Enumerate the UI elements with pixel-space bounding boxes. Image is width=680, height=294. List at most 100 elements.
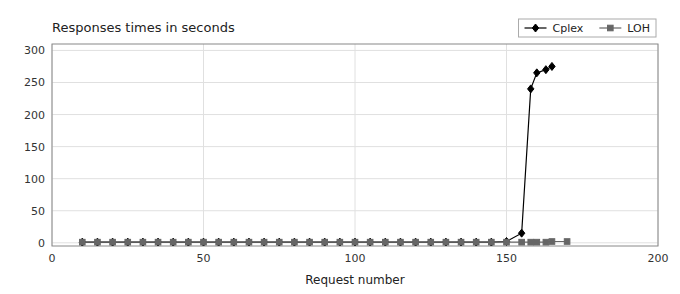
point	[261, 239, 267, 245]
point	[528, 85, 534, 93]
grid	[52, 44, 658, 246]
point	[382, 238, 388, 246]
point	[261, 238, 267, 246]
point	[473, 239, 479, 245]
point	[322, 238, 328, 246]
point	[200, 238, 206, 246]
y-grid-line	[52, 114, 658, 115]
point	[428, 239, 434, 245]
point	[155, 239, 161, 245]
point	[155, 238, 161, 246]
point	[504, 239, 510, 245]
point	[94, 238, 100, 246]
point	[383, 239, 389, 245]
point	[79, 238, 85, 246]
point	[528, 239, 534, 245]
point	[276, 239, 282, 245]
legend-marker	[608, 25, 614, 31]
x-tick-label: 0	[49, 252, 56, 265]
y-tick-label: 100	[24, 173, 45, 186]
x-grid-line	[355, 44, 356, 246]
point	[458, 238, 464, 246]
chart: 0 50 100 150 200 0 50 100 150 200 250 300 Responses …	[0, 0, 680, 294]
plot-frame	[52, 44, 658, 246]
plot-area	[52, 44, 658, 246]
x-axis-label: Request number	[305, 273, 404, 287]
point	[398, 239, 404, 245]
point	[564, 239, 570, 245]
y-grid-line	[52, 50, 658, 51]
x-tick-label: 200	[648, 252, 669, 265]
y-tick-label: 0	[38, 237, 45, 250]
point	[352, 239, 358, 245]
point	[549, 62, 555, 70]
y-grid-line	[52, 146, 658, 147]
point	[473, 238, 479, 246]
point	[428, 238, 434, 246]
point	[246, 238, 252, 246]
x-tick-label: 100	[345, 252, 366, 265]
x-grid-line	[506, 44, 507, 246]
point	[543, 239, 549, 245]
series-line	[82, 66, 552, 242]
y-tick-label: 150	[24, 141, 45, 154]
point	[140, 239, 146, 245]
point	[231, 239, 237, 245]
point	[276, 238, 282, 246]
legend-item: LOH	[599, 22, 650, 35]
legend-item: Cplex	[525, 22, 584, 35]
x-tick-label: 50	[197, 252, 211, 265]
title: Responses times in seconds	[52, 20, 235, 35]
point	[413, 239, 419, 245]
x-tick-label: 150	[496, 252, 517, 265]
y-tick-label: 200	[24, 109, 45, 122]
legend-marker	[532, 24, 538, 32]
point	[549, 239, 555, 245]
point	[246, 239, 252, 245]
point	[337, 239, 343, 245]
y-tick-label: 50	[31, 205, 45, 218]
point	[488, 238, 494, 246]
y-grid-line	[52, 82, 658, 83]
legend-label: LOH	[627, 22, 650, 35]
point	[201, 239, 207, 245]
point	[231, 238, 237, 246]
point	[125, 238, 131, 246]
point	[125, 239, 131, 245]
point	[489, 239, 495, 245]
y-grid-line	[52, 210, 658, 211]
point	[443, 239, 449, 245]
point	[367, 239, 373, 245]
point	[534, 239, 540, 245]
y-grid-line	[52, 178, 658, 179]
point	[109, 238, 115, 246]
y-tick-label: 300	[24, 44, 45, 57]
point	[397, 238, 403, 246]
point	[352, 238, 358, 246]
legend-label: Cplex	[553, 22, 584, 35]
point	[216, 239, 222, 245]
point	[95, 239, 101, 245]
point	[215, 238, 221, 246]
point	[170, 239, 176, 245]
point	[170, 238, 176, 246]
point	[306, 238, 312, 246]
point	[110, 239, 116, 245]
point	[291, 238, 297, 246]
legend: Cplex LOH	[519, 19, 656, 37]
point	[80, 239, 86, 245]
point	[443, 238, 449, 246]
point	[292, 239, 298, 245]
x-grid-line	[203, 44, 204, 246]
series	[79, 62, 555, 246]
point	[322, 239, 328, 245]
point	[307, 239, 313, 245]
point	[458, 239, 464, 245]
point	[186, 239, 192, 245]
point	[185, 238, 191, 246]
data	[79, 62, 570, 246]
point	[412, 238, 418, 246]
y-tick-label: 250	[24, 76, 45, 89]
point	[140, 238, 146, 246]
point	[337, 238, 343, 246]
